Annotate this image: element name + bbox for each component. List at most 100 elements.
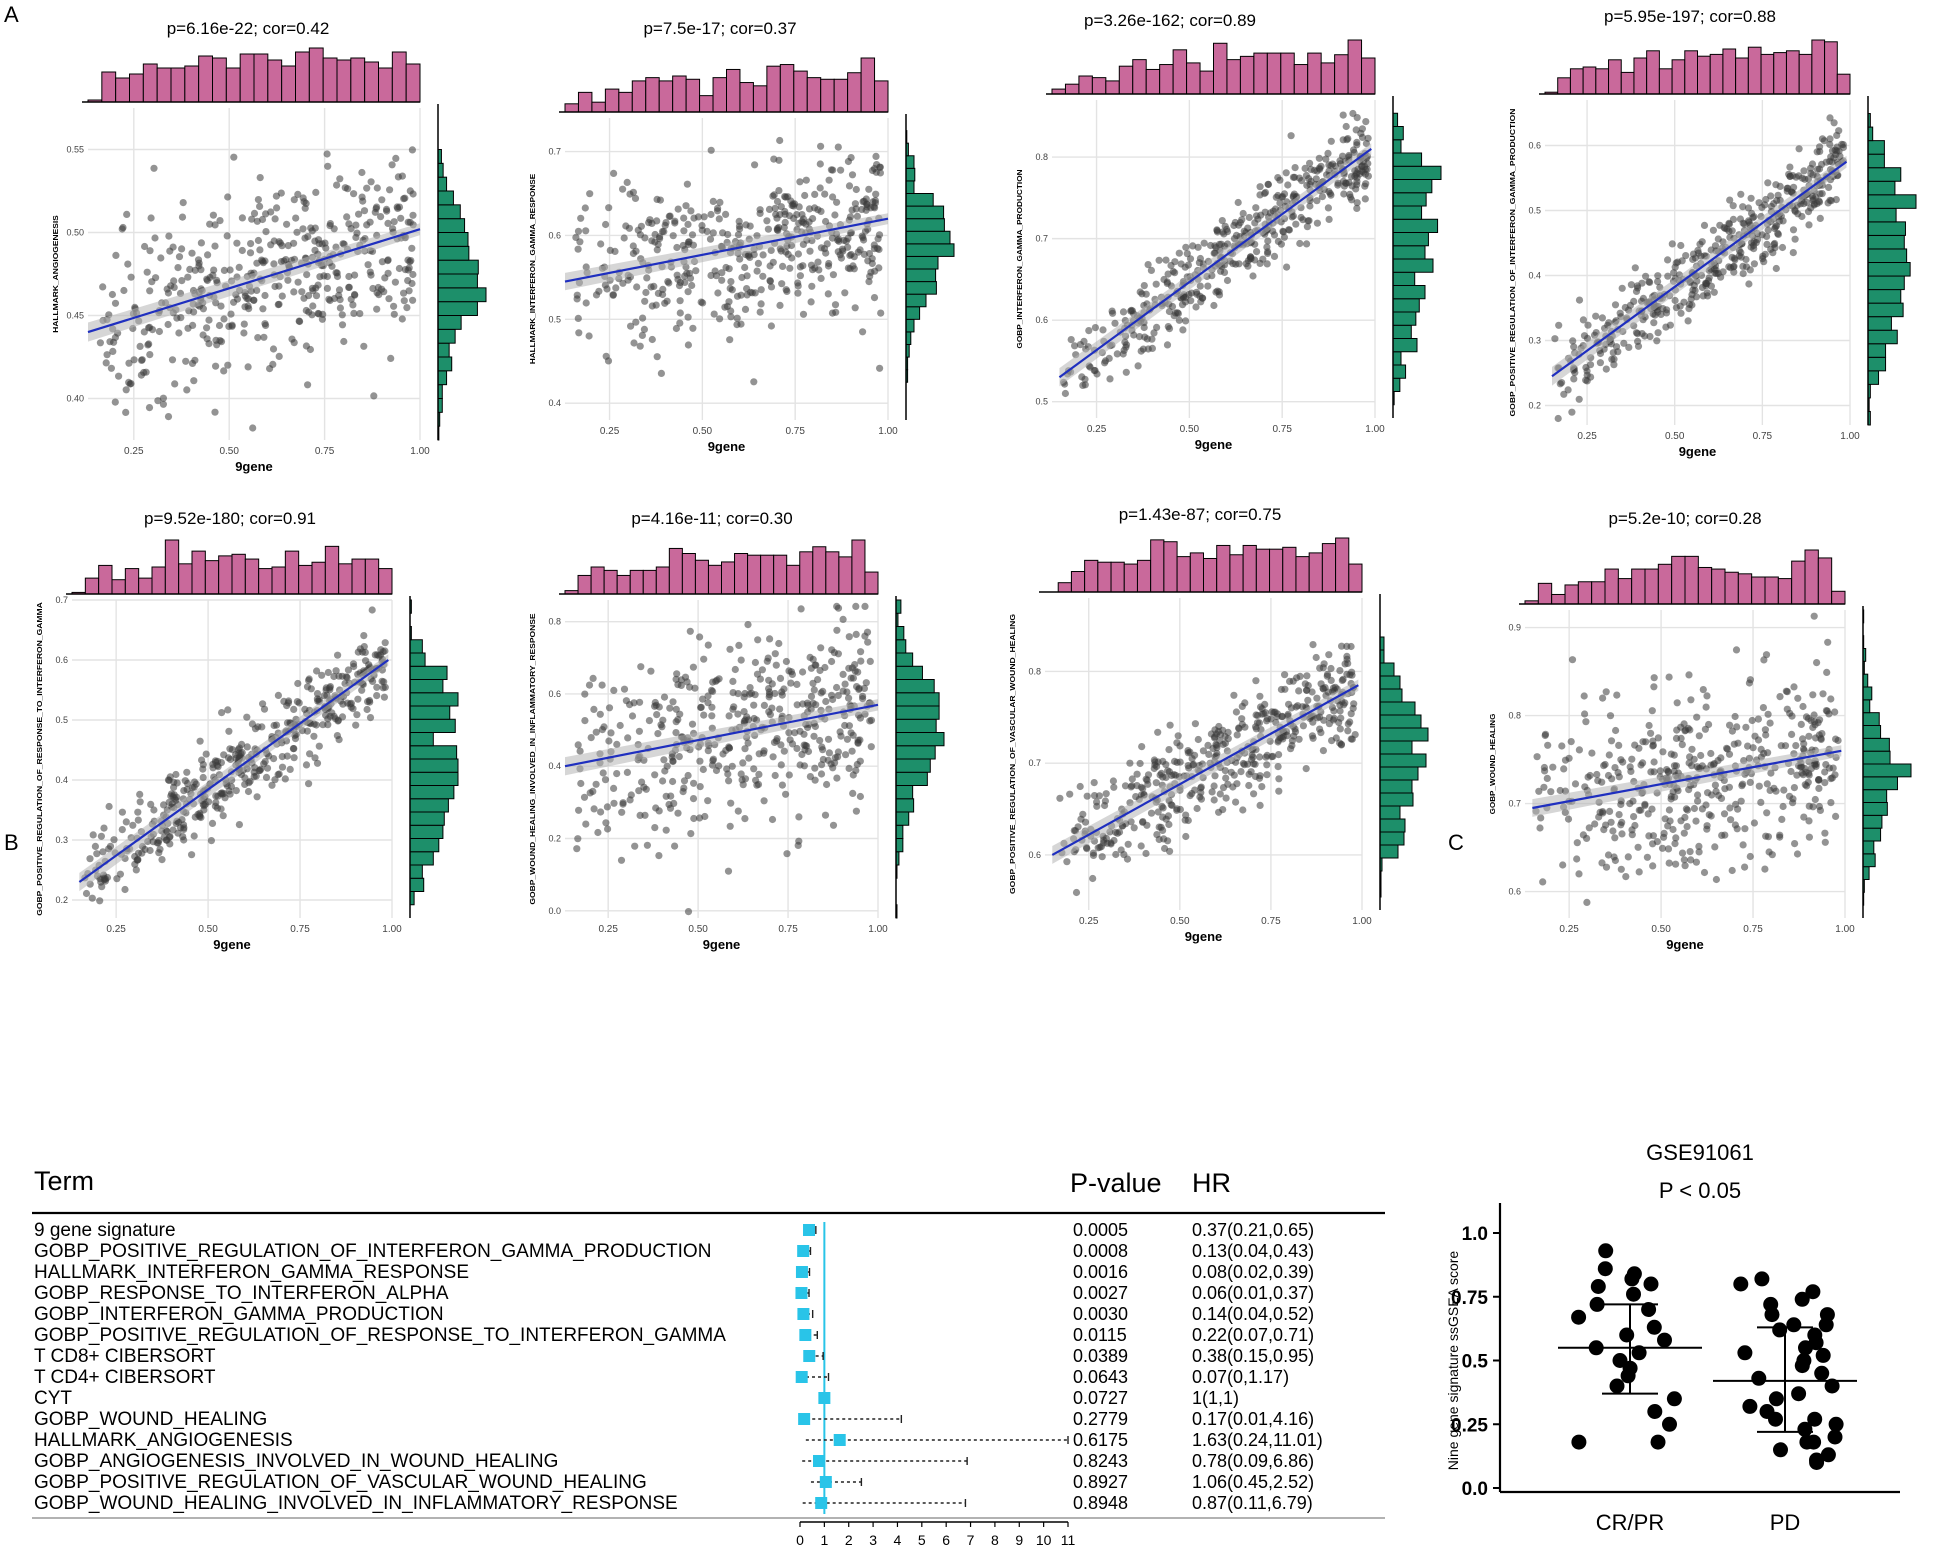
data-point bbox=[1748, 716, 1756, 725]
forest-row: T CD8+ CIBERSORT 0.0389 0.38(0.15,0.95) bbox=[34, 1346, 1314, 1367]
y-tick-label: 0.8 bbox=[1035, 152, 1048, 162]
y-histogram-bar bbox=[437, 301, 478, 316]
data-point bbox=[575, 806, 583, 814]
data-point bbox=[860, 684, 869, 693]
x-histogram-bar bbox=[1582, 66, 1597, 95]
data-point bbox=[680, 777, 689, 785]
data-point bbox=[253, 286, 261, 294]
forest-pvalue: 0.8927 bbox=[1073, 1472, 1128, 1492]
data-point bbox=[1541, 730, 1550, 738]
x-histogram-bar bbox=[295, 51, 310, 103]
data-point bbox=[1658, 844, 1667, 852]
data-point bbox=[377, 213, 385, 221]
data-point bbox=[1056, 794, 1064, 802]
data-point bbox=[1709, 226, 1717, 234]
data-point bbox=[355, 210, 363, 218]
data-point bbox=[1768, 851, 1776, 859]
data-point bbox=[219, 812, 227, 820]
data-point bbox=[1285, 226, 1293, 234]
data-point bbox=[241, 292, 249, 300]
data-point bbox=[1832, 735, 1840, 743]
data-point bbox=[1826, 114, 1834, 122]
data-point bbox=[360, 342, 368, 350]
x-histogram-bar bbox=[1709, 53, 1724, 95]
data-point bbox=[390, 302, 398, 310]
data-point bbox=[1570, 343, 1578, 351]
data-point bbox=[877, 309, 885, 317]
data-point bbox=[116, 870, 124, 878]
data-point bbox=[1263, 761, 1271, 769]
data-point bbox=[247, 240, 255, 248]
data-point bbox=[1764, 749, 1772, 757]
data-point bbox=[851, 661, 859, 669]
forest-x-tick-label: 8 bbox=[991, 1532, 999, 1548]
data-point bbox=[1327, 676, 1335, 685]
data-point bbox=[352, 233, 360, 241]
data-point bbox=[1137, 783, 1145, 791]
y-histogram-bar bbox=[409, 864, 423, 879]
data-point bbox=[684, 220, 692, 228]
data-point bbox=[766, 277, 774, 285]
data-point bbox=[684, 313, 692, 321]
data-point bbox=[807, 692, 816, 701]
y-histogram-bar bbox=[1392, 351, 1402, 366]
data-point bbox=[1764, 179, 1772, 187]
data-point bbox=[1606, 807, 1614, 816]
y-histogram-bar bbox=[1867, 140, 1885, 155]
data-point bbox=[1353, 204, 1361, 212]
data-point bbox=[1198, 294, 1206, 302]
x-histogram-bar bbox=[1348, 563, 1363, 593]
data-point bbox=[387, 354, 395, 362]
data-point bbox=[833, 198, 841, 206]
data-point bbox=[1558, 742, 1566, 750]
y-histogram-bar bbox=[1392, 218, 1439, 233]
data-point bbox=[1275, 751, 1283, 759]
data-point bbox=[1763, 780, 1771, 788]
data-point bbox=[1755, 782, 1763, 790]
data-point bbox=[690, 214, 698, 222]
data-point bbox=[1682, 252, 1690, 260]
data-point bbox=[1807, 169, 1815, 177]
data-point bbox=[1358, 125, 1366, 133]
data-point bbox=[401, 266, 409, 274]
data-point bbox=[1645, 832, 1653, 840]
data-point bbox=[141, 242, 149, 251]
data-point bbox=[235, 821, 243, 829]
data-point bbox=[292, 214, 300, 222]
data-point bbox=[653, 353, 661, 361]
data-point bbox=[178, 277, 186, 285]
data-point bbox=[729, 705, 737, 713]
data-point bbox=[1191, 720, 1199, 728]
data-point bbox=[770, 738, 779, 747]
data-point bbox=[1823, 668, 1831, 677]
data-point bbox=[852, 630, 860, 639]
y-tick-label: 0.2 bbox=[548, 834, 561, 844]
data-point bbox=[366, 714, 375, 722]
data-point bbox=[1786, 172, 1794, 180]
x-histogram-bar bbox=[1551, 593, 1566, 605]
data-point bbox=[636, 811, 644, 820]
data-point bbox=[725, 777, 733, 785]
data-point bbox=[1680, 856, 1688, 864]
data-point bbox=[1587, 373, 1595, 381]
data-point bbox=[709, 229, 717, 237]
data-point bbox=[1703, 825, 1711, 833]
dot-point bbox=[1571, 1434, 1587, 1450]
dot-y-tick-label: 0.0 bbox=[1462, 1479, 1488, 1500]
data-point bbox=[408, 244, 416, 252]
data-point bbox=[1778, 815, 1786, 824]
data-point bbox=[1303, 240, 1311, 248]
data-point bbox=[165, 232, 173, 240]
data-point bbox=[1113, 350, 1121, 358]
data-point bbox=[1705, 274, 1713, 282]
data-point bbox=[1641, 332, 1649, 340]
data-point bbox=[1175, 316, 1183, 324]
data-point bbox=[1789, 799, 1797, 807]
data-point bbox=[1635, 806, 1643, 814]
forest-hr-text: 0.07(0,1.17) bbox=[1192, 1367, 1289, 1387]
data-point bbox=[682, 202, 690, 210]
data-point bbox=[653, 246, 661, 254]
data-point bbox=[1242, 260, 1250, 268]
x-tick-label: 0.50 bbox=[688, 924, 708, 935]
